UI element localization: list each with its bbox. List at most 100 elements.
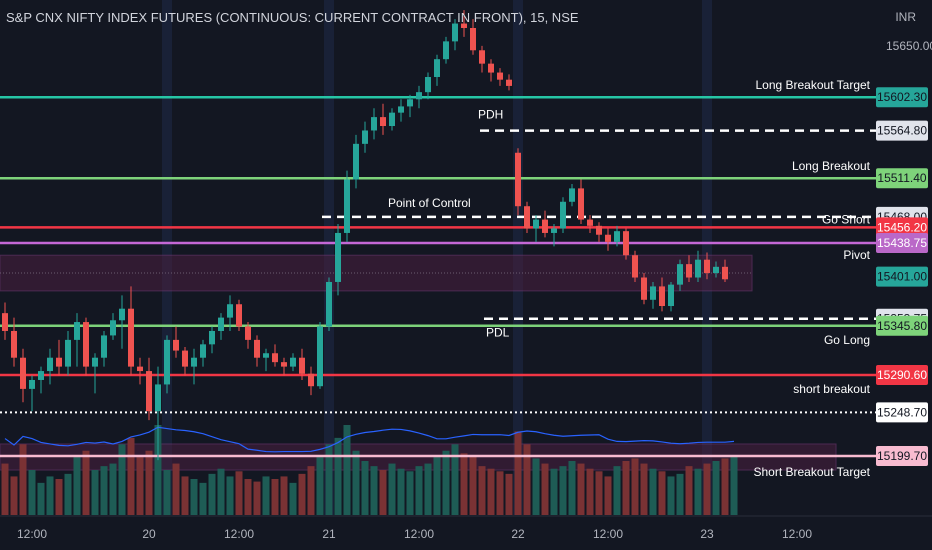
price-tag-label: 15248.70 <box>877 405 927 419</box>
volume-bar <box>640 463 648 515</box>
candle-body <box>488 63 494 73</box>
candle-body <box>416 92 422 100</box>
candle-body <box>587 219 593 226</box>
candle-body <box>461 23 467 28</box>
volume-bar <box>37 482 45 515</box>
candle-body <box>506 79 512 86</box>
volume-bar <box>343 425 351 515</box>
candle-body <box>713 266 719 274</box>
price-tag <box>876 445 928 466</box>
volume-bar <box>280 476 288 515</box>
volume-bar <box>172 463 180 515</box>
volume-bar <box>514 431 522 515</box>
volume-bar <box>577 463 585 515</box>
y-tick-label: 15650.00 <box>886 39 932 53</box>
volume-bar <box>397 468 405 515</box>
volume-bar <box>271 479 279 515</box>
volume-bar <box>406 471 414 515</box>
candle-body <box>524 206 530 229</box>
candle-body <box>47 357 53 372</box>
candle-body <box>407 99 413 107</box>
candle-body <box>533 219 539 229</box>
candle-body <box>272 353 278 363</box>
candle-body <box>614 231 620 242</box>
candle-body <box>443 41 449 60</box>
candle-body <box>317 326 323 387</box>
price-tag <box>876 402 928 423</box>
price-tag-label: 15401.00 <box>877 270 927 284</box>
candle-body <box>560 201 566 229</box>
level-label: Go Long <box>824 333 870 347</box>
volume-bar <box>604 476 612 515</box>
candle-body <box>137 366 143 372</box>
candle-body <box>704 259 710 274</box>
candle-body <box>119 308 125 321</box>
volume-bar <box>154 425 162 515</box>
volume-bar <box>370 466 378 515</box>
volume-bar <box>622 461 630 515</box>
candle-body <box>254 339 260 358</box>
candle-body <box>668 284 674 307</box>
volume-bar <box>433 457 441 515</box>
candle-body <box>515 152 521 207</box>
volume-bar <box>388 463 396 515</box>
volume-bar <box>550 468 558 515</box>
volume-bar <box>667 476 675 515</box>
candle-body <box>2 313 8 331</box>
volume-bar <box>91 470 99 515</box>
volume-bar <box>181 476 189 515</box>
candle-body <box>164 339 170 385</box>
candle-body <box>722 266 728 280</box>
volume-bar <box>496 471 504 515</box>
candle-body <box>200 344 206 358</box>
volume-bar <box>703 463 711 515</box>
candle-body <box>128 308 134 367</box>
volume-bar <box>361 461 369 515</box>
volume-bar <box>487 468 495 515</box>
volume-bar <box>685 466 693 515</box>
level-label: Long Breakout Target <box>755 78 870 92</box>
volume-bar <box>19 444 27 515</box>
level-label: PDL <box>486 326 510 340</box>
pivot-zone <box>0 254 753 292</box>
volume-bar <box>712 461 720 515</box>
volume-bar <box>55 479 63 515</box>
volume-bar <box>505 473 513 515</box>
candle-body <box>380 117 386 127</box>
candle-body <box>263 353 269 358</box>
candle-body <box>362 130 368 144</box>
price-tag <box>876 315 928 336</box>
price-tag-label: 15456.20 <box>877 220 927 234</box>
level-label: Point of Control <box>388 196 471 210</box>
candle-body <box>11 330 17 358</box>
volume-bar <box>559 466 567 515</box>
volume-bar <box>352 450 360 515</box>
x-tick-label: 22 <box>511 527 525 541</box>
candle-body <box>236 304 242 327</box>
candle-body <box>65 339 71 367</box>
volume-bar <box>307 466 315 515</box>
level-label: Pivot <box>843 248 870 262</box>
volume-bar <box>235 471 243 515</box>
x-tick-label: 21 <box>322 527 336 541</box>
volume-bar <box>316 457 324 515</box>
candle-body <box>74 322 80 340</box>
price-tag <box>876 217 928 238</box>
volume-bar <box>46 476 54 515</box>
volume-bar <box>244 479 252 515</box>
volume-bar <box>595 471 603 515</box>
candle-body <box>677 264 683 285</box>
chart-title: S&P CNX NIFTY INDEX FUTURES (CONTINUOUS:… <box>6 10 579 25</box>
candle-body <box>551 228 557 233</box>
candle-body <box>146 371 152 412</box>
x-tick-label: 20 <box>142 527 156 541</box>
volume-bar <box>478 466 486 515</box>
level-label: Short Breakout Target <box>753 465 870 479</box>
price-tag <box>876 232 928 253</box>
volume-bar <box>1 463 9 515</box>
candle-body <box>686 264 692 278</box>
volume-bar <box>73 457 81 515</box>
volume-bar <box>469 455 477 515</box>
